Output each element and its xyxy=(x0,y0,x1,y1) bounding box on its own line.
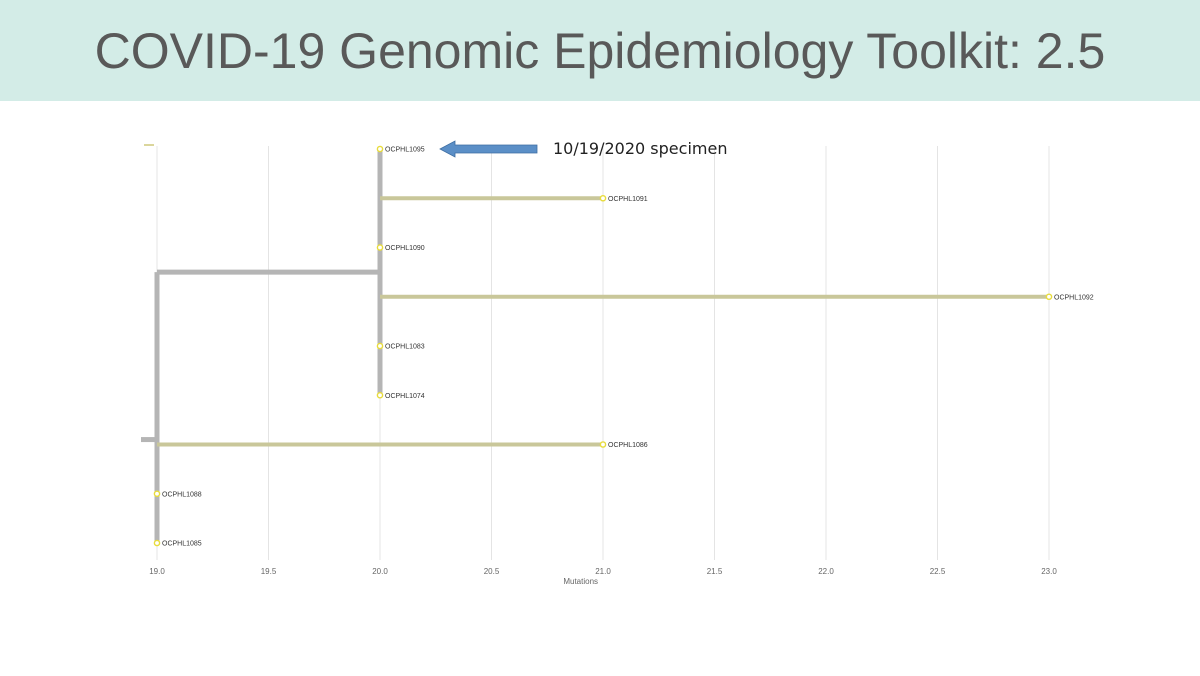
x-tick-label: 20.5 xyxy=(484,567,500,576)
x-tick-label: 19.5 xyxy=(261,567,277,576)
leaf-label: OCPHL1085 xyxy=(162,541,202,548)
leaf-label: OCPHL1086 xyxy=(608,442,648,449)
leaf-label: OCPHL1095 xyxy=(385,147,425,154)
leaf-nodes: OCPHL1095 OCPHL1091 OCPHL1090 OCPHL1092 OCPH… xyxy=(153,145,1094,548)
leaf-label: OCPHL1091 xyxy=(608,196,648,203)
leaf-node xyxy=(153,490,161,498)
annotation-arrow xyxy=(439,140,538,158)
x-axis-label: Mutations xyxy=(563,577,598,586)
leaf-node xyxy=(599,194,607,202)
leaf-node xyxy=(376,244,384,251)
x-tick-label: 22.5 xyxy=(930,567,946,576)
leaf-node xyxy=(376,145,384,153)
leaf-label: OCPHL1088 xyxy=(162,491,202,498)
x-tick-label: 23.0 xyxy=(1041,567,1057,576)
x-tick-label: 19.0 xyxy=(149,567,165,576)
x-tick-label: 22.0 xyxy=(818,567,834,576)
x-tick-label: 21.0 xyxy=(595,567,611,576)
leaf-label: OCPHL1074 xyxy=(385,393,425,400)
grid-lines xyxy=(156,146,1050,560)
branches xyxy=(141,149,1049,543)
leaf-node xyxy=(376,342,384,350)
leaf-node xyxy=(153,539,161,547)
leaf-node xyxy=(376,391,384,399)
title-banner: COVID-19 Genomic Epidemiology Toolkit: 2… xyxy=(0,0,1200,101)
x-tick-label: 20.0 xyxy=(372,567,388,576)
annotation-text: 10/19/2020 specimen xyxy=(553,139,727,158)
leaf-label: OCPHL1090 xyxy=(385,245,425,252)
leaf-label: OCPHL1092 xyxy=(1054,294,1094,301)
leaf-label: OCPHL1083 xyxy=(385,344,425,351)
x-axis-ticks: 19.0 19.5 20.0 20.5 21.0 21.5 22.0 22.5 23.0 xyxy=(149,567,1057,576)
annotation-arrow-shape xyxy=(439,140,538,158)
leaf-node xyxy=(599,441,607,448)
slide-title: COVID-19 Genomic Epidemiology Toolkit: 2… xyxy=(94,22,1106,79)
x-tick-label: 21.5 xyxy=(707,567,723,576)
leaf-node xyxy=(1045,293,1053,301)
